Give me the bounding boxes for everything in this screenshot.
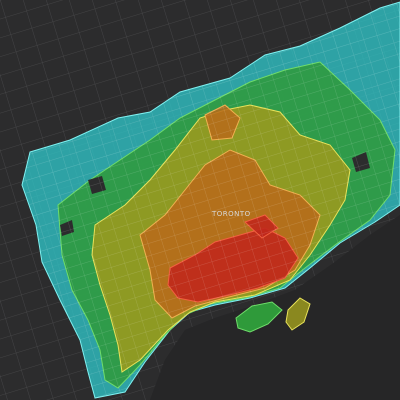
island-green <box>235 301 283 333</box>
city-label: TORONTO <box>211 210 251 218</box>
island-yellow <box>285 297 311 331</box>
city-roads <box>22 2 400 398</box>
